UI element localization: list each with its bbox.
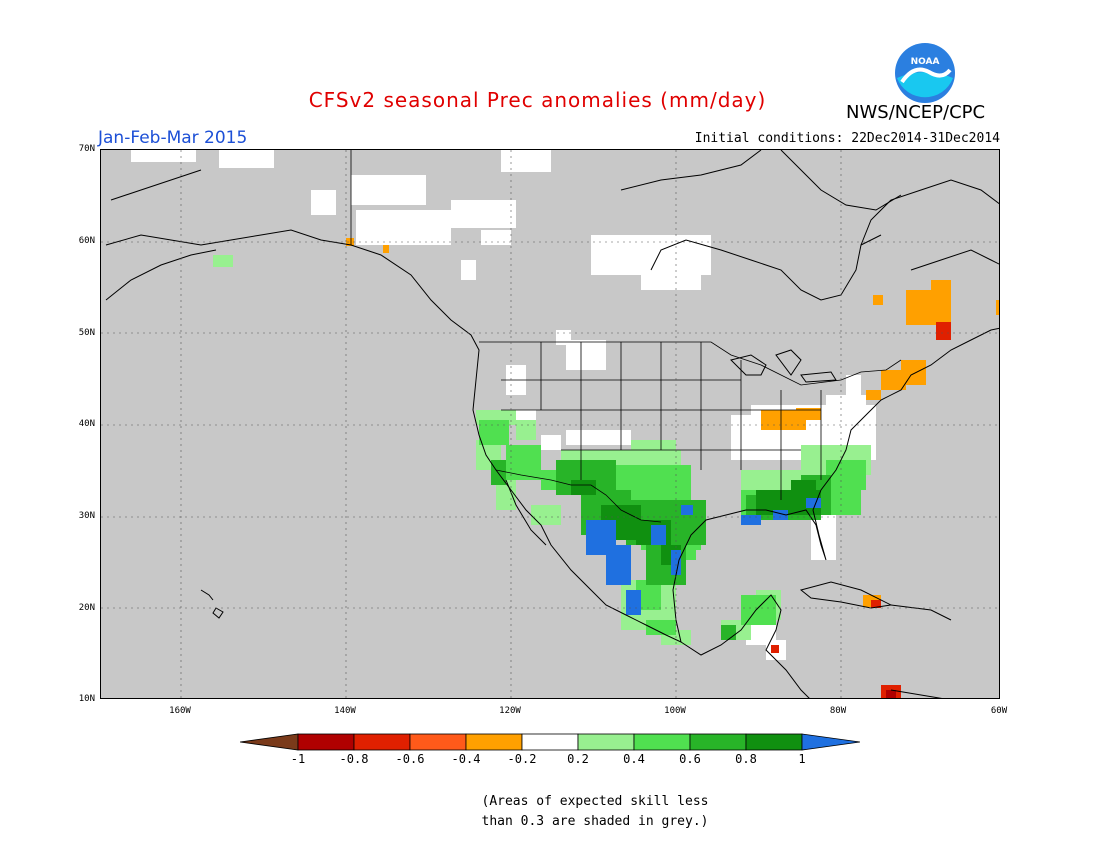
colorbar-label: 0.6: [679, 752, 701, 766]
colorbar-segment: [633, 733, 691, 751]
colorbar-label: -1: [290, 752, 306, 766]
logo-text: NOAA: [911, 57, 940, 67]
colorbar-segment: [409, 733, 467, 751]
colorbar-segment: [297, 733, 355, 751]
lon-label: 140W: [334, 706, 356, 716]
colorbar-label: -0.4: [451, 752, 481, 766]
graticule: [101, 150, 999, 698]
political-borders: [350, 150, 902, 523]
agency-label: NWS/NCEP/CPC: [846, 102, 986, 123]
colorbar-label: 0.2: [567, 752, 589, 766]
note-line: (Areas of expected skill less: [481, 794, 709, 809]
colorbar-segment: [465, 733, 523, 751]
lon-label: 120W: [499, 706, 521, 716]
noaa-logo: NOAA: [894, 42, 956, 104]
note-line: than 0.3 are shaded in grey.): [481, 814, 709, 829]
blue-anomaly-areas: [586, 498, 821, 615]
precip-anomaly-map: [100, 149, 1000, 699]
lon-label: 160W: [169, 706, 191, 716]
colorbar-segment: [689, 733, 747, 751]
lat-label: 40N: [78, 419, 95, 429]
colorbar-segment: [353, 733, 411, 751]
orange-anomaly-areas: [346, 238, 999, 607]
lat-label: 30N: [78, 511, 95, 521]
lon-label: 60W: [990, 706, 1008, 716]
initial-conditions-label: Initial conditions: 22Dec2014-31Dec2014: [694, 131, 1000, 146]
lon-label: 80W: [829, 706, 847, 716]
colorbar-max-triangle: [801, 733, 860, 751]
colorbar-label: 0.4: [623, 752, 645, 766]
skill-note: (Areas of expected skill less than 0.3 a…: [0, 792, 1100, 832]
period-label: Jan-Feb-Mar 2015: [98, 128, 248, 148]
dark-red-anomaly-areas: [886, 690, 896, 698]
lat-label: 20N: [78, 603, 95, 613]
neutral-anomaly-areas: [131, 150, 876, 660]
lat-label: 60N: [78, 236, 95, 246]
colorbar-label: -0.2: [507, 752, 537, 766]
colorbar-label: 1: [798, 752, 806, 766]
colorbar-segment: [745, 733, 803, 751]
colorbar-min-triangle: [240, 733, 299, 751]
map-canvas: [101, 150, 999, 698]
colorbar-label: -0.8: [339, 752, 369, 766]
lat-label: 70N: [78, 144, 95, 154]
lat-label: 10N: [78, 694, 95, 704]
colorbar-segment: [521, 733, 579, 751]
lat-label: 50N: [78, 328, 95, 338]
colorbar-segment: [577, 733, 635, 751]
colorbar-label: 0.8: [735, 752, 757, 766]
chart-title: CFSv2 seasonal Prec anomalies (mm/day): [308, 88, 767, 112]
colorbar-label: -0.6: [395, 752, 425, 766]
lon-label: 100W: [664, 706, 686, 716]
colorbar: [240, 733, 860, 751]
